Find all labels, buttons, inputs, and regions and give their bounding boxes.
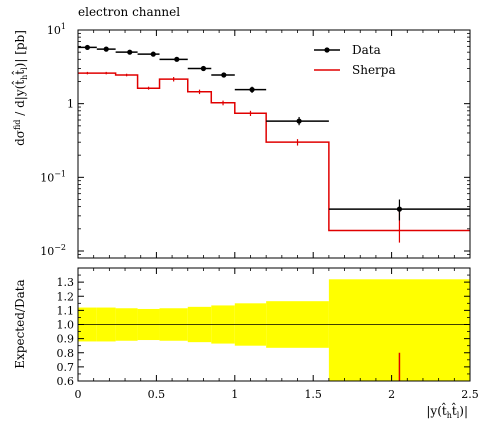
x-tick-label: 2.5: [461, 388, 479, 401]
ratio-y-tick-label: 1.0: [57, 319, 75, 332]
ratio-panel-frame: [77, 267, 471, 382]
main-y-tick-label: 10−1: [40, 169, 66, 184]
ratio-y-tick-label: 0.7: [57, 361, 75, 374]
x-tick-label: 1: [231, 388, 238, 401]
data-point: [174, 56, 180, 62]
ratio-y-tick-label: 0.9: [57, 333, 75, 346]
x-tick-label: 1.5: [304, 388, 322, 401]
legend-data-label: Data: [352, 43, 381, 57]
data-point: [296, 118, 302, 124]
data-point: [249, 87, 255, 93]
data-point: [396, 206, 403, 212]
main-panel: 101 1 10−1 10−2: [40, 22, 471, 259]
ratio-y-tick-label: 1.3: [57, 276, 75, 289]
ratio-y-tick-label: 0.8: [57, 347, 75, 360]
data-point: [221, 72, 227, 78]
legend-sherpa-label: Sherpa: [352, 63, 396, 77]
legend-data-marker: [324, 47, 330, 53]
ratio-y-tick-label: 1.2: [57, 290, 75, 303]
chart-title: electron channel: [78, 5, 180, 19]
data-point: [84, 44, 91, 51]
ratio-y-tick-label: 1.1: [57, 304, 75, 317]
sherpa-histogram-line: [78, 72, 470, 232]
ratio-y-tick-label: 0.6: [57, 375, 75, 388]
data-point: [150, 51, 156, 57]
x-tick-label: 2: [388, 388, 395, 401]
x-axis-label: |y(t̂ht̂l)|: [426, 401, 468, 420]
main-panel-frame: [77, 29, 471, 259]
ratio-y-axis-label: Expected/Data: [13, 279, 27, 368]
x-tick-label: 0: [75, 388, 82, 401]
ratio-panel: 0.60.70.80.91.0 1.11.21.3 0 0.5 1 1.5 2 2.5: [57, 267, 479, 401]
main-y-axis-label: dσfid / d|y(t̂ht̂l)| [pb]: [10, 30, 29, 146]
x-tick-label: 0.5: [148, 388, 166, 401]
main-y-tick-label: 10−2: [40, 243, 66, 258]
main-y-tick-label: 1: [67, 98, 74, 111]
legend: Data Sherpa: [314, 43, 396, 77]
data-point: [103, 46, 109, 52]
data-point: [127, 49, 133, 55]
data-point: [200, 65, 207, 72]
main-y-tick-label: 101: [47, 22, 66, 37]
